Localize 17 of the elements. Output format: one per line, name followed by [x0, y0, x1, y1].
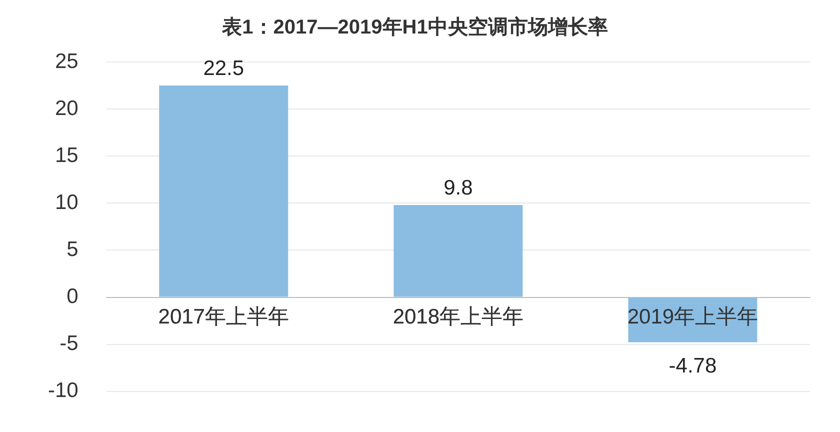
x-tick-label: 2018年上半年 [392, 306, 524, 329]
bar [394, 205, 523, 297]
y-tick-label: 25 [54, 50, 78, 73]
y-tick-label: 5 [66, 238, 78, 262]
x-tick-label: 2019年上半年 [627, 306, 758, 329]
y-tick-label: 0 [66, 285, 78, 308]
bar [159, 86, 288, 297]
data-label: 22.5 [203, 56, 244, 80]
y-tick-label: 20 [54, 96, 78, 120]
y-tick-label: 10 [54, 190, 78, 214]
y-tick-label: -5 [60, 332, 78, 356]
chart-title: 表1：2017—2019年H1中央空调市场增长率 [221, 16, 608, 39]
y-tick-label: 15 [54, 144, 78, 167]
y-tick-label: -10 [48, 379, 78, 402]
x-tick-label: 2017年上半年 [158, 306, 289, 329]
data-label: 9.8 [444, 176, 473, 200]
data-label: -4.78 [668, 354, 717, 378]
